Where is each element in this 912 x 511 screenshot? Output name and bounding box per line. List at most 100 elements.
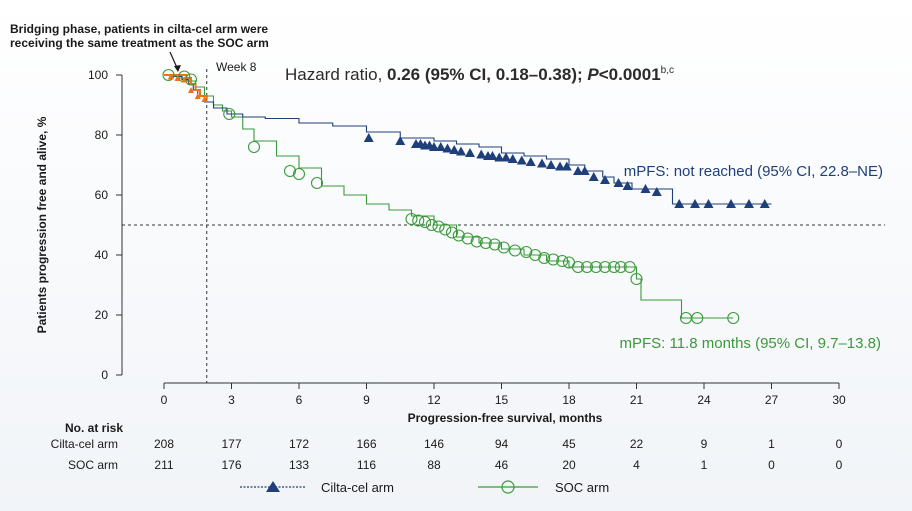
risk-cell-cilta: 9 bbox=[701, 437, 708, 451]
soc-censor-marker bbox=[479, 236, 492, 250]
cilta-censor-marker bbox=[487, 151, 498, 160]
cilta-curve bbox=[164, 74, 772, 205]
risk-cell-soc: 0 bbox=[836, 458, 843, 472]
bridging-annotation-line2: receiving the same treatment as the SOC … bbox=[10, 36, 269, 50]
soc-mpfs-label: mPFS: 11.8 months (95% CI, 9.7–13.8) bbox=[619, 335, 881, 352]
soc-censor-marker bbox=[580, 260, 594, 274]
soc-censor-marker bbox=[520, 245, 533, 259]
legend: Cilta-cel arm SOC arm bbox=[240, 480, 609, 495]
risk-cell-soc: 1 bbox=[701, 458, 708, 472]
legend-soc-marker bbox=[501, 480, 515, 494]
x-tick-label: 15 bbox=[495, 393, 509, 407]
risk-cell-cilta: 172 bbox=[289, 437, 309, 451]
cilta-censor-marker bbox=[525, 157, 536, 166]
risk-cell-cilta: 166 bbox=[356, 437, 376, 451]
soc-censor-marker bbox=[445, 226, 459, 239]
x-axis-label: Progression-free survival, months bbox=[408, 411, 603, 425]
y-tick-label: 60 bbox=[95, 188, 109, 202]
soc-censor-marker bbox=[247, 140, 261, 154]
soc-censor-marker bbox=[691, 311, 704, 325]
soc-censor-marker bbox=[607, 260, 621, 274]
hazard-bold: 0.26 (95% CI, 0.18–0.38); bbox=[387, 65, 587, 84]
cilta-censor-marker bbox=[456, 146, 466, 156]
hazard-ratio-text: Hazard ratio, 0.26 (95% CI, 0.18–0.38); … bbox=[285, 65, 674, 84]
risk-cell-cilta: 177 bbox=[221, 437, 241, 451]
x-tick-label: 24 bbox=[697, 393, 711, 407]
risk-table-values: 208 177 172 166 146 94 45 22 9 1 0 211 176 133 116 88 46… bbox=[154, 437, 843, 472]
curves-group bbox=[164, 74, 772, 319]
x-tick-label: 12 bbox=[427, 393, 441, 407]
cilta-censor-marker bbox=[573, 166, 583, 175]
soc-curve bbox=[164, 74, 734, 319]
soc-censor-marker bbox=[425, 218, 438, 232]
cilta-censor-marker bbox=[640, 184, 651, 193]
cilta-censor-marker bbox=[726, 199, 736, 208]
soc-censor-marker bbox=[488, 238, 501, 251]
soc-censor-marker bbox=[223, 107, 236, 121]
cilta-censor-marker bbox=[465, 148, 475, 157]
y-tick-label: 0 bbox=[101, 368, 108, 382]
cilta-censor-marker bbox=[516, 155, 527, 165]
soc-censor-marker bbox=[452, 229, 465, 242]
soc-censor-marker bbox=[405, 212, 418, 226]
soc-censor-marker bbox=[529, 248, 542, 262]
soc-censor-marker bbox=[727, 311, 740, 325]
soc-censor-marker bbox=[439, 223, 452, 236]
risk-cell-cilta: 146 bbox=[424, 437, 444, 451]
risk-cell-cilta: 94 bbox=[495, 437, 509, 451]
bridging-censor-marker bbox=[181, 76, 188, 83]
cilta-censor-marker bbox=[622, 181, 633, 190]
soc-censor-marker bbox=[556, 254, 569, 268]
risk-cell-soc: 20 bbox=[562, 458, 576, 472]
soc-censor-marker bbox=[630, 272, 643, 286]
cilta-censor-marker bbox=[690, 199, 700, 208]
soc-censor-marker bbox=[614, 260, 627, 274]
x-tick-label: 30 bbox=[832, 393, 846, 407]
soc-censor-marker bbox=[292, 167, 306, 181]
risk-cell-soc: 46 bbox=[495, 458, 509, 472]
soc-censor-marker bbox=[432, 220, 445, 233]
x-tick-label: 3 bbox=[228, 393, 235, 407]
cilta-censor-marker bbox=[435, 142, 446, 151]
risk-row-label-soc: SOC arm bbox=[68, 458, 118, 472]
x-tick-label: 9 bbox=[363, 393, 370, 407]
hazard-p-value: <0.0001 bbox=[599, 65, 661, 84]
risk-cell-soc: 176 bbox=[221, 458, 241, 472]
y-tick-label: 80 bbox=[95, 128, 109, 142]
x-tick-label: 27 bbox=[765, 393, 779, 407]
hazard-prefix: Hazard ratio, bbox=[285, 65, 387, 84]
y-tick-label: 20 bbox=[95, 308, 109, 322]
soc-censor-marker bbox=[598, 260, 612, 274]
risk-cell-cilta: 45 bbox=[562, 437, 576, 451]
cilta-censor-marker bbox=[501, 152, 511, 162]
legend-cilta-label: Cilta-cel arm bbox=[321, 480, 394, 495]
risk-cell-cilta: 22 bbox=[630, 437, 644, 451]
soc-censor-marker bbox=[571, 260, 585, 274]
soc-censor-marker bbox=[589, 260, 603, 274]
cilta-censor-marker bbox=[555, 161, 565, 171]
bridging-arrow-head bbox=[174, 65, 181, 72]
cilta-censor-marker bbox=[651, 187, 662, 196]
cilta-censor-marker bbox=[588, 172, 599, 181]
bridging-censor-marker bbox=[194, 93, 201, 99]
cilta-censor-marker bbox=[442, 143, 453, 153]
soc-censor-marker bbox=[547, 253, 560, 266]
soc-censor-marker bbox=[497, 241, 510, 254]
cilta-censor-marker bbox=[561, 161, 572, 171]
soc-censor-marker bbox=[418, 215, 432, 229]
cilta-censor-marker bbox=[507, 154, 518, 163]
legend-cilta-marker bbox=[266, 481, 280, 492]
cilta-censor-marker bbox=[600, 175, 610, 184]
x-tick-label: 6 bbox=[296, 393, 303, 407]
cilta-censor-marker bbox=[703, 199, 714, 208]
bridging-censor-marker bbox=[201, 96, 208, 102]
axes-group: 0 20 40 60 80 100 0 3 6 9 12 15 18 21 24 27 30 bbox=[88, 68, 846, 407]
cilta-censor-marker bbox=[449, 145, 460, 154]
cilta-censor-marker bbox=[546, 160, 556, 169]
risk-cell-soc: 4 bbox=[633, 458, 640, 472]
risk-cell-cilta: 208 bbox=[154, 437, 174, 451]
cilta-censor-marker bbox=[613, 178, 624, 187]
soc-censor-marker bbox=[283, 164, 297, 178]
soc-censor-marker bbox=[162, 68, 175, 82]
